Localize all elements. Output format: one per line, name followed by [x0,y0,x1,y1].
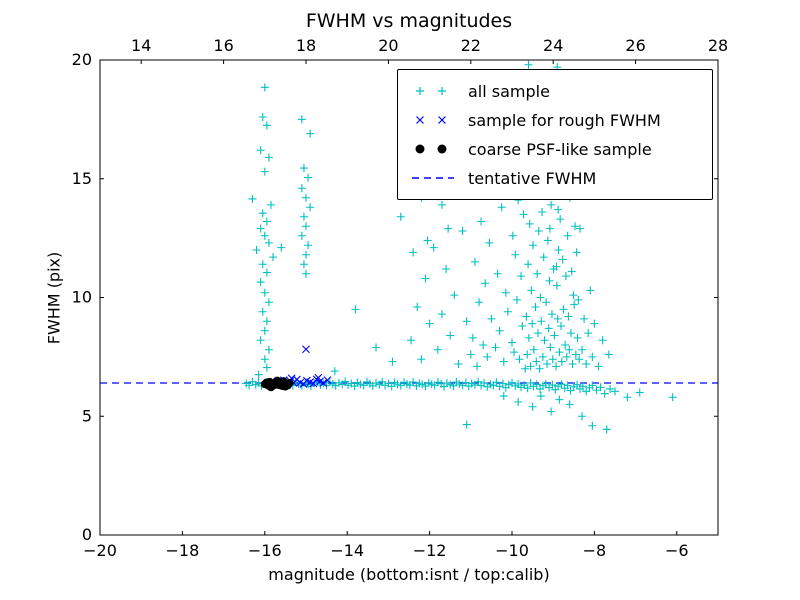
svg-text:0: 0 [82,525,92,544]
svg-text:−6: −6 [665,541,689,560]
legend-item-tentative-fwhm: tentative FWHM [398,164,712,192]
legend-label: all sample [468,81,550,101]
svg-text:14: 14 [131,36,151,55]
svg-text:10: 10 [72,288,92,307]
chart-title: FWHM vs magnitudes [305,10,513,32]
svg-text:−10: −10 [495,541,529,560]
svg-text:15: 15 [72,169,92,188]
legend: all sample sample for rough FWHM coarse … [397,69,713,200]
legend-label: sample for rough FWHM [468,110,661,130]
svg-text:26: 26 [625,36,645,55]
svg-text:−12: −12 [413,541,447,560]
legend-item-all-sample: all sample [398,77,712,105]
svg-text:−8: −8 [583,541,607,560]
svg-text:−14: −14 [330,541,364,560]
svg-text:−20: −20 [83,541,117,560]
svg-text:20: 20 [378,36,398,55]
svg-text:24: 24 [543,36,563,55]
legend-item-coarse-psf-sample: coarse PSF-like sample [398,135,712,163]
svg-text:5: 5 [82,406,92,425]
svg-text:28: 28 [708,36,728,55]
svg-text:20: 20 [72,50,92,69]
dashed-line-icon [412,177,454,179]
svg-text:18: 18 [296,36,316,55]
x-axis-label: magnitude (bottom:isnt / top:calib) [268,565,550,584]
plus-marker-icon [416,87,446,95]
y-axis-label: FWHM (pix) [44,251,64,345]
svg-text:−16: −16 [248,541,282,560]
svg-text:22: 22 [461,36,481,55]
x-marker-icon [416,116,446,124]
legend-label: coarse PSF-like sample [468,139,652,159]
legend-label: tentative FWHM [468,168,597,188]
dot-marker-icon [415,144,447,154]
svg-text:−18: −18 [166,541,200,560]
svg-text:16: 16 [213,36,233,55]
legend-item-rough-fwhm-sample: sample for rough FWHM [398,106,712,134]
